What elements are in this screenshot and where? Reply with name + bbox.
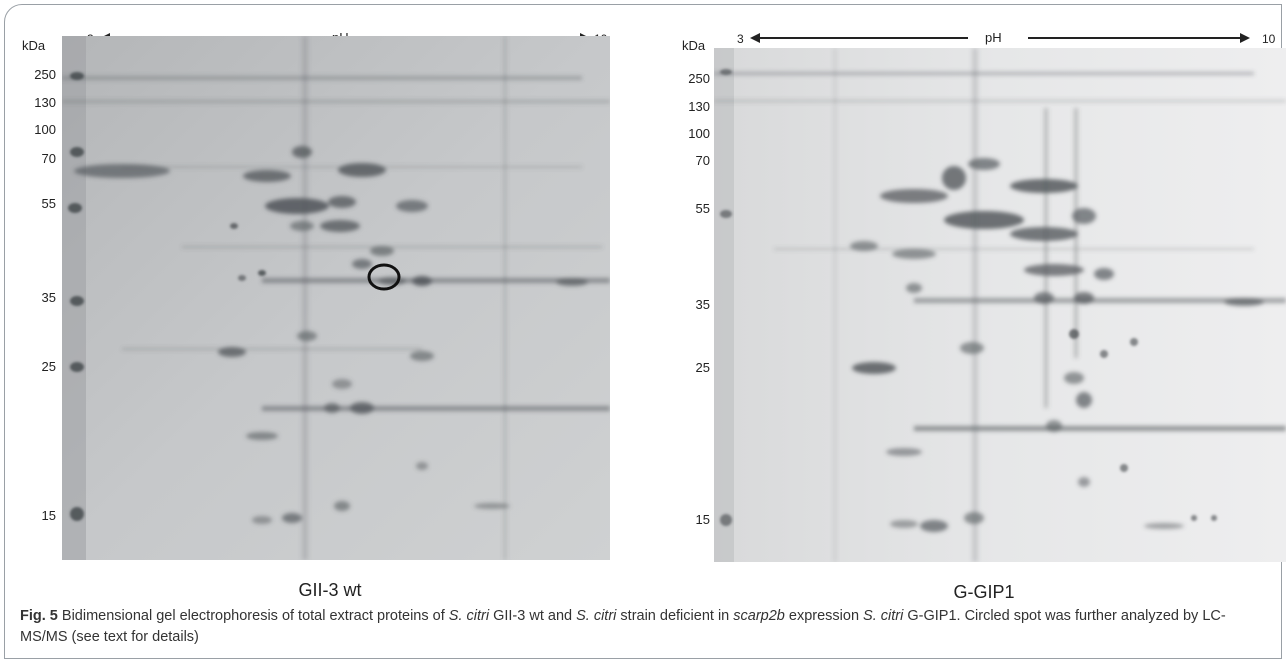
figure-caption: Fig. 5 Bidimensional gel electrophoresis… — [20, 606, 1270, 648]
mw-marker: 35 — [41, 290, 56, 305]
mw-marker: 25 — [41, 359, 56, 374]
mw-marker: 250 — [34, 67, 56, 82]
mw-marker: 130 — [688, 99, 710, 114]
arrow-left-icon — [750, 33, 760, 43]
mw-marker: 250 — [688, 71, 710, 86]
mw-marker: 55 — [695, 201, 710, 216]
caption-text: G-GIP1. Circled spot was further analyze… — [20, 608, 1226, 645]
gel-image — [62, 36, 610, 560]
mw-marker: 70 — [41, 151, 56, 166]
ph-end-label: 10 — [1262, 32, 1276, 46]
caption-text: Bidimensional gel electrophoresis of tot… — [57, 608, 449, 624]
species-name: S. citri — [448, 608, 490, 624]
mw-marker: 55 — [41, 196, 56, 211]
mw-marker: 25 — [695, 360, 710, 375]
circled-spot-marker — [367, 263, 401, 291]
kda-axis-label: kDa — [682, 38, 706, 53]
mw-marker: 100 — [34, 122, 56, 137]
ph-arrow-line — [758, 37, 968, 39]
arrow-right-icon — [1240, 33, 1250, 43]
gene-name: scarp2b — [733, 608, 785, 624]
mw-marker: 70 — [695, 153, 710, 168]
kda-axis-label: kDa — [22, 38, 46, 53]
species-name: S. citri — [576, 608, 617, 624]
strain-label-right: G-GIP1 — [953, 582, 1015, 602]
mw-marker: 100 — [688, 126, 710, 141]
caption-text: strain deficient in — [616, 608, 734, 624]
ph-start-label: 3 — [737, 32, 744, 46]
figure-number: Fig. 5 — [20, 608, 58, 624]
caption-text: GII-3 wt and — [489, 608, 577, 624]
mw-marker: 35 — [695, 297, 710, 312]
strain-label-left: GII-3 wt — [298, 580, 362, 600]
mw-marker: 130 — [34, 95, 56, 110]
ph-arrow-line — [1028, 37, 1240, 39]
species-name: S. citri — [863, 608, 904, 624]
caption-text: expression — [784, 608, 864, 624]
gel-image — [714, 48, 1286, 562]
mw-marker: 15 — [41, 508, 56, 523]
ph-label: pH — [985, 30, 1002, 45]
mw-marker: 15 — [695, 512, 710, 527]
